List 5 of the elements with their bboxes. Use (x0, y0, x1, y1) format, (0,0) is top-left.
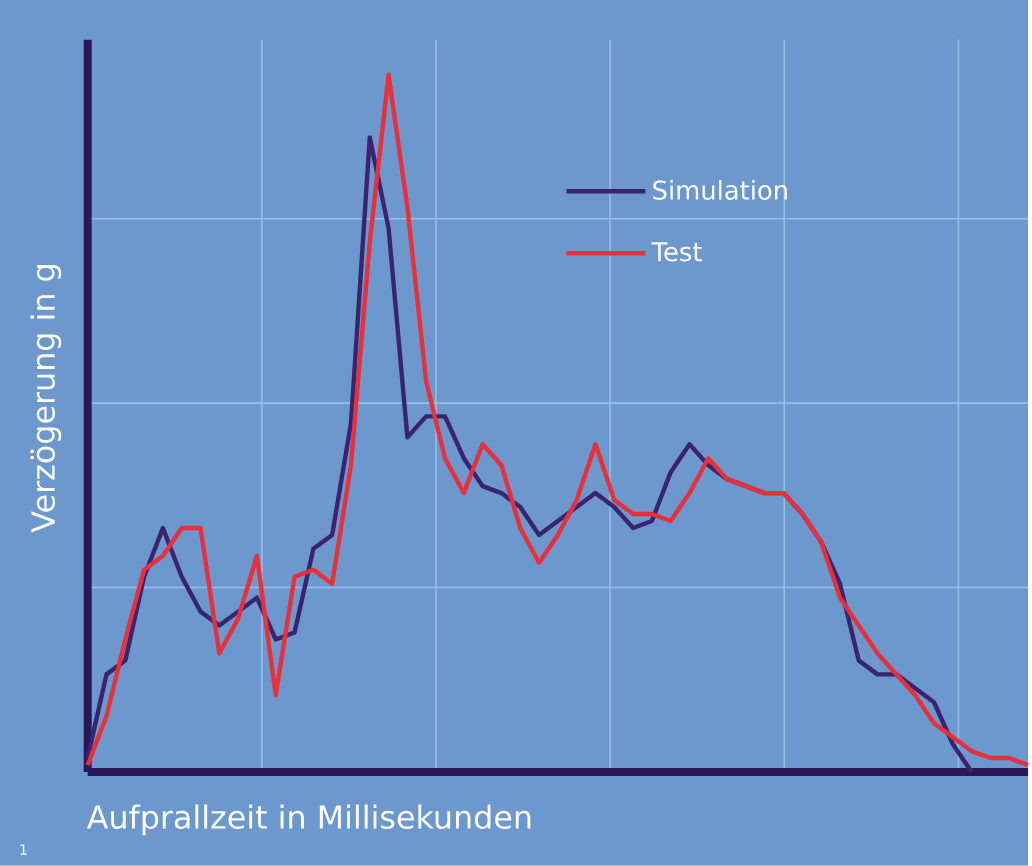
legend-label: Simulation (653, 180, 787, 201)
text: 1 (20, 844, 27, 855)
x-axis-title: Aufprallzeit in Millisekunden (86, 804, 531, 836)
legend-label: Test (651, 242, 702, 262)
y-axis-title: Verzögerung in g (30, 265, 62, 533)
